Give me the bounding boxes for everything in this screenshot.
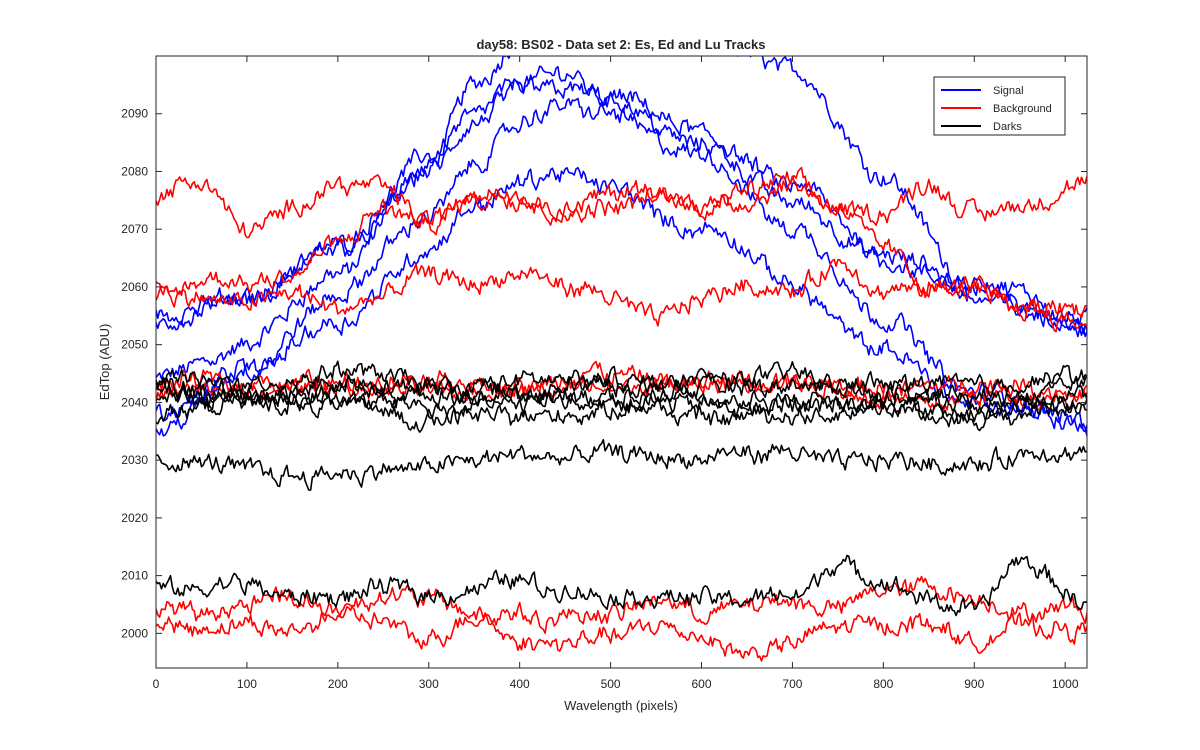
x-tick-label: 0: [153, 677, 160, 691]
series-line-darks-15: [156, 392, 1087, 433]
y-tick-label: 2010: [121, 569, 148, 583]
y-tick-label: 2090: [121, 107, 148, 121]
series-layer: [156, 56, 1087, 662]
y-axis-label: EdTop (ADU): [97, 324, 112, 401]
series-line-darks-17: [156, 438, 1087, 491]
series-line-background-10: [156, 575, 1087, 650]
x-tick-label: 1000: [1052, 677, 1079, 691]
series-line-background-5: [156, 166, 1087, 239]
series-line-background-11: [156, 585, 1087, 662]
x-axis-label: Wavelength (pixels): [564, 698, 678, 713]
y-tick-label: 2070: [121, 222, 148, 236]
x-tick-label: 800: [873, 677, 893, 691]
series-line-darks-14: [156, 387, 1087, 420]
x-tick-label: 700: [782, 677, 802, 691]
series-line-signal-3: [156, 97, 1087, 437]
x-tick-label: 400: [510, 677, 530, 691]
x-tick-label: 100: [237, 677, 257, 691]
series-line-darks-16: [156, 365, 1087, 425]
x-tick-label: 900: [964, 677, 984, 691]
legend-label-background: Background: [993, 103, 1052, 115]
y-tick-label: 2050: [121, 338, 148, 352]
y-tick-label: 2030: [121, 453, 148, 467]
series-line-signal-0: [156, 56, 1087, 380]
x-tick-label: 600: [691, 677, 711, 691]
series-line-background-7: [156, 258, 1087, 327]
x-tick-label: 300: [419, 677, 439, 691]
y-tick-label: 2040: [121, 395, 148, 409]
x-tick-label: 500: [601, 677, 621, 691]
legend-label-darks: Darks: [993, 121, 1022, 133]
plot-area: [156, 56, 1087, 668]
x-tick-label: 200: [328, 677, 348, 691]
x-axis: 0 100 200 300 400 500 600 700 800 900 1000: [153, 56, 1079, 691]
series-line-darks-13: [156, 372, 1087, 411]
series-line-background-6: [156, 175, 1087, 333]
series-line-darks-18: [156, 554, 1087, 617]
y-tick-label: 2020: [121, 511, 148, 525]
y-tick-label: 2080: [121, 164, 148, 178]
y-axis: 2000 2010 2020 2030 2040 2050 2060 2070 2080 2090: [121, 107, 1087, 640]
series-line-darks-12: [156, 360, 1087, 400]
y-tick-label: 2060: [121, 280, 148, 294]
legend-label-signal: Signal: [993, 85, 1024, 97]
chart-title: day58: BS02 - Data set 2: Es, Ed and Lu …: [476, 37, 765, 52]
axes-box: [155, 55, 1088, 669]
legend: Signal Background Darks: [933, 76, 1066, 136]
y-tick-label: 2000: [121, 626, 148, 640]
